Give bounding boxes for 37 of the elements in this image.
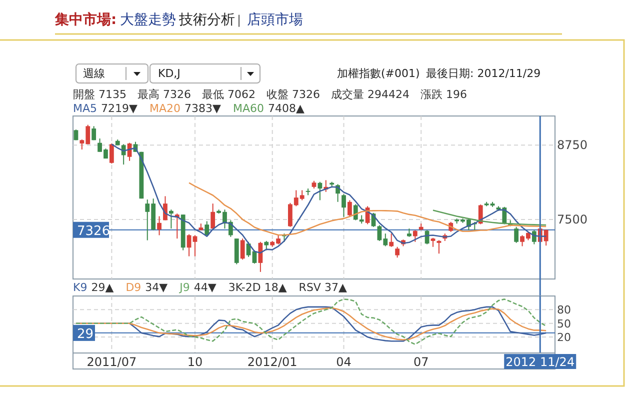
annotation: 加權指數(#001) <box>337 67 420 80</box>
y-tick-label: 80 <box>557 304 571 317</box>
text: 7383▼ <box>184 102 222 115</box>
annotation: 開盤 7135 最高 7326 最低 7062 收盤 7326 成交量 294424 漲跌 196 <box>73 88 467 101</box>
x-tick-label: 04 <box>336 355 352 369</box>
text: 29▲ <box>91 281 114 294</box>
y-tick-label: 7500 <box>557 212 588 227</box>
text: 7408▲ <box>268 102 305 115</box>
x-tick-label: 2012/01 <box>247 355 298 369</box>
annotation: 週線 <box>76 64 148 84</box>
text: RSV 37▲ <box>298 281 348 294</box>
text: 44▼ <box>194 281 217 294</box>
annotation: | <box>237 13 242 27</box>
text: K9 <box>73 281 88 294</box>
ref-line-label: 29 <box>77 326 94 342</box>
text: J9 <box>178 281 190 294</box>
ref-line-label: 7326 <box>77 224 110 239</box>
text: MA20 <box>149 102 180 115</box>
y-tick-label: 20 <box>557 331 571 344</box>
text: MA60 <box>232 102 264 115</box>
annotation: 集中市場: <box>55 12 117 28</box>
text: D9 <box>126 281 142 294</box>
y-tick-label: 50 <box>557 317 571 330</box>
x-tick-label: 07 <box>413 355 429 369</box>
annotation: 大盤走勢 <box>120 12 176 28</box>
text: MA5 <box>73 102 98 115</box>
text: 7219▼ <box>101 102 138 115</box>
annotation: 最後日期: 2012/11/29 <box>426 67 541 80</box>
text: 34▼ <box>145 281 168 294</box>
x-tick-label: 10 <box>187 355 203 369</box>
annotation: 店頭市場 <box>247 12 303 28</box>
y-tick-label: 8750 <box>557 138 588 152</box>
annotation: KD,J <box>150 64 260 84</box>
text: 3K-2D 18▲ <box>228 281 288 294</box>
x-tick-label: 2012 11/24 <box>506 355 575 369</box>
x-tick-label: 2011/07 <box>86 355 137 369</box>
annotation: 技術分析 <box>179 12 235 28</box>
